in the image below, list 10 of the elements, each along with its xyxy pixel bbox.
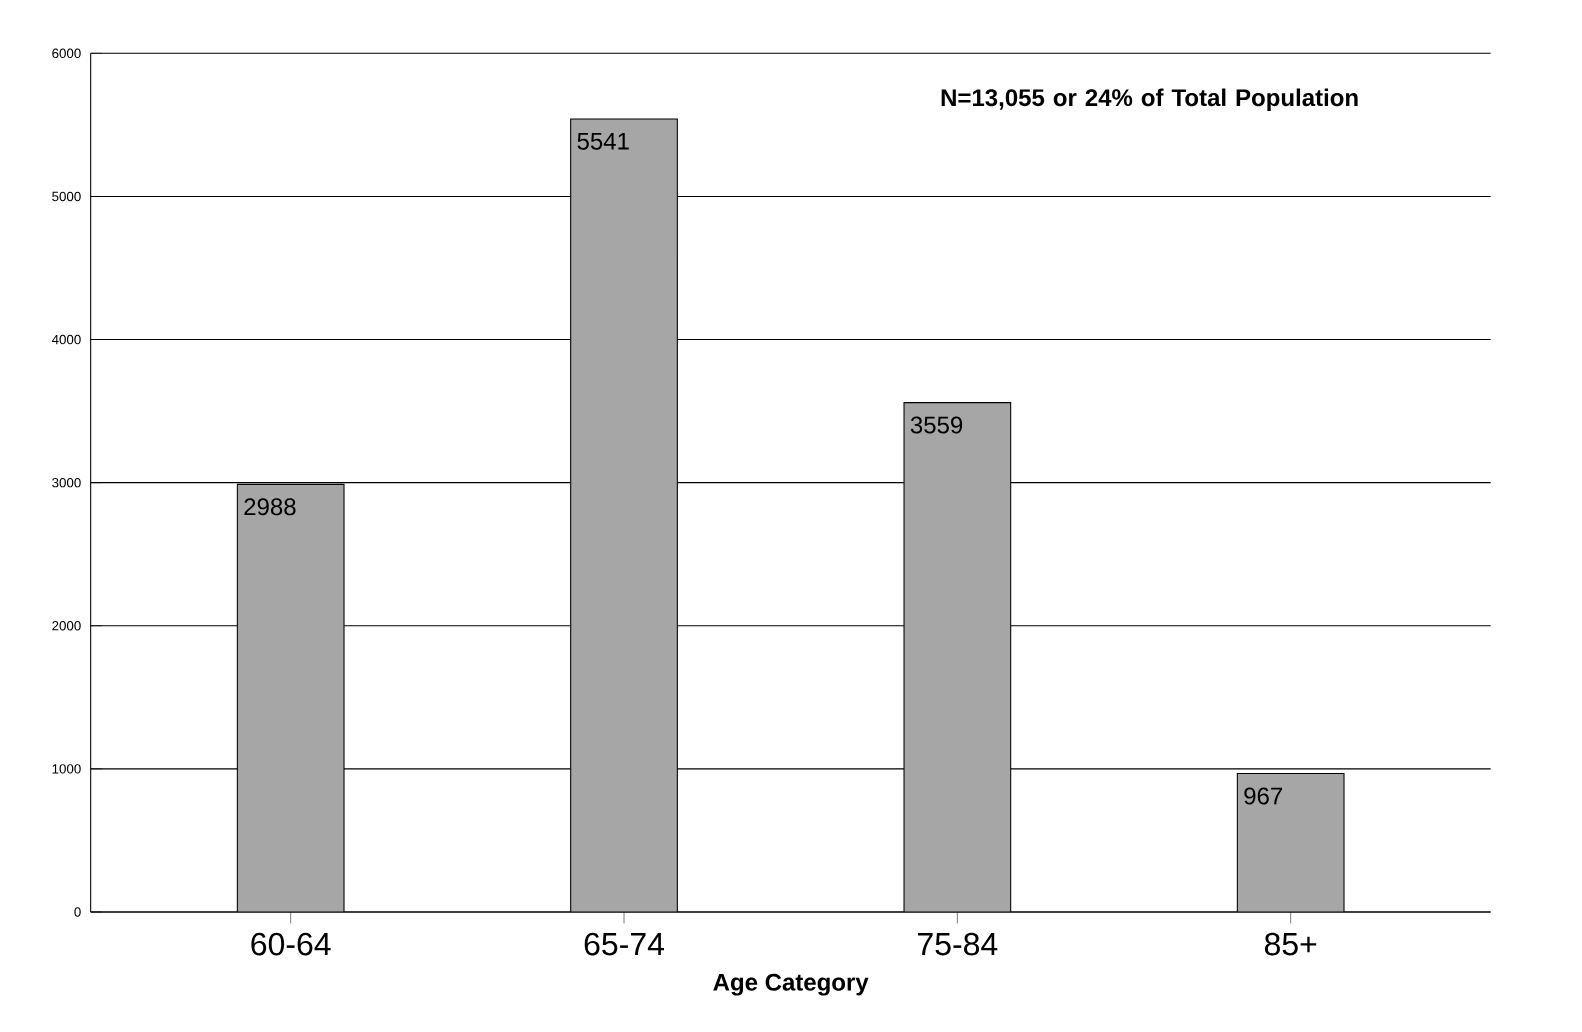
data-label: 2988 [244, 498, 296, 516]
x-axis-title: Age Category [713, 973, 869, 996]
x-tick-label: 85+ [1264, 932, 1317, 956]
data-label: 5541 [577, 132, 629, 150]
data-label: 967 [1244, 787, 1283, 805]
x-tick-label: 65-74 [584, 932, 664, 956]
data-label: 3559 [910, 416, 963, 434]
x-tick-label: 60-64 [251, 932, 331, 956]
annotation: N=13,055 or 24% of Total Population [941, 88, 1358, 111]
x-tick-label: 75-84 [918, 932, 998, 956]
